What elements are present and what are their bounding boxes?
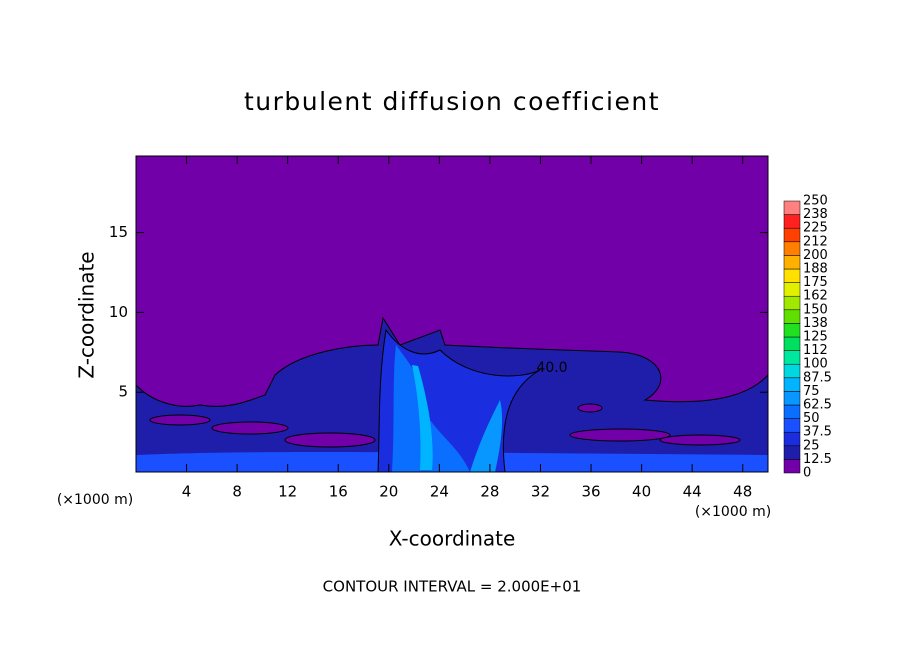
field-region xyxy=(284,432,376,448)
colorbar-bin xyxy=(783,404,801,419)
x-tick-label: 44 xyxy=(683,483,702,501)
field-region xyxy=(470,400,503,472)
x-unit-label: (×1000 m) xyxy=(695,504,771,520)
colorbar-label: 0 xyxy=(803,466,811,481)
field-region xyxy=(659,434,741,446)
colorbar-bin xyxy=(783,459,801,474)
field-region xyxy=(412,365,433,470)
colorbar-label: 37.5 xyxy=(803,425,832,440)
footnote: CONTOUR INTERVAL = 2.000E+01 xyxy=(323,578,582,596)
colorbar-bin xyxy=(783,431,801,447)
colorbar-bin xyxy=(783,295,801,311)
x-tick-label: 48 xyxy=(733,483,752,501)
colorbar-label: 25 xyxy=(803,438,820,453)
field xyxy=(135,156,769,473)
x-tick-label: 28 xyxy=(480,483,499,501)
colorbar-bin xyxy=(783,282,801,297)
colorbar-bin xyxy=(783,309,801,324)
colorbar-label: 125 xyxy=(803,330,828,345)
x-tick-label: 12 xyxy=(278,483,297,501)
colorbar-label: 50 xyxy=(803,411,820,426)
colorbar-bin xyxy=(783,200,801,215)
colorbar-label: 150 xyxy=(803,302,828,317)
colorbar-label: 62.5 xyxy=(803,398,832,413)
colorbar-label: 162 xyxy=(803,289,828,304)
x-tick-label: 36 xyxy=(581,483,600,501)
colorbar-bin xyxy=(783,445,801,460)
colorbar-bin xyxy=(783,268,801,283)
x-tick-label: 8 xyxy=(232,483,242,501)
colorbar-label: 200 xyxy=(803,248,828,263)
colorbar-label: 175 xyxy=(803,275,828,290)
x-tick-label: 24 xyxy=(430,483,449,501)
colorbar-bin xyxy=(783,227,801,243)
x-tick-label: 40 xyxy=(632,483,651,501)
x-axis-label: X-coordinate xyxy=(389,527,516,551)
plot-frame xyxy=(135,155,769,473)
field-region xyxy=(392,345,470,472)
colorbar-label: 87.5 xyxy=(803,370,832,385)
colorbar-label: 250 xyxy=(803,194,828,209)
field-region xyxy=(577,403,603,413)
colorbar-label: 112 xyxy=(803,343,828,358)
y-axis-label: Z-coordinate xyxy=(75,251,99,378)
colorbar-bin xyxy=(783,336,801,351)
colorbar-label: 138 xyxy=(803,316,828,331)
colorbar-bin xyxy=(783,323,801,338)
colorbar-label: 212 xyxy=(803,234,828,249)
colorbar-label: 225 xyxy=(803,221,828,236)
colorbar-label: 12.5 xyxy=(803,452,832,467)
colorbar-bin xyxy=(783,350,801,365)
colorbar-label: 75 xyxy=(803,384,820,399)
colorbar-bin xyxy=(783,214,801,229)
y-tick-label: 15 xyxy=(109,223,128,241)
field-region xyxy=(569,428,671,442)
colorbar-bin xyxy=(783,241,801,256)
contour-label: 40.0 xyxy=(536,360,567,376)
colorbar-label: 238 xyxy=(803,207,828,222)
x-unit-label: (×1000 m) xyxy=(57,492,133,508)
y-tick-label: 5 xyxy=(118,383,128,401)
field-region xyxy=(211,421,289,435)
field-region xyxy=(149,414,211,426)
x-tick-label: 16 xyxy=(329,483,348,501)
colorbar-label: 188 xyxy=(803,262,828,277)
colorbar-bin xyxy=(783,377,801,392)
chart-title: turbulent diffusion coefficient xyxy=(244,87,660,116)
y-tick-label: 10 xyxy=(109,303,128,321)
x-tick-label: 4 xyxy=(182,483,192,501)
x-tick-label: 32 xyxy=(531,483,550,501)
colorbar-bin xyxy=(783,255,801,270)
colorbar-label: 100 xyxy=(803,357,828,372)
x-tick-label: 20 xyxy=(379,483,398,501)
colorbar-bin xyxy=(783,363,801,379)
colorbar-bin xyxy=(783,418,801,433)
colorbar-bin xyxy=(783,391,801,406)
